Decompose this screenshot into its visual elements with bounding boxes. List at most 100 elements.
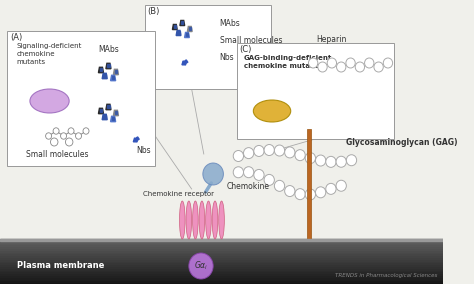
Circle shape [305, 153, 316, 164]
Circle shape [233, 167, 244, 178]
Text: Chemokine receptor: Chemokine receptor [143, 191, 214, 197]
Bar [107, 64, 109, 66]
Bar [0, 243, 443, 245]
Text: MAbs: MAbs [98, 45, 119, 53]
Bar [0, 253, 443, 255]
Bar [307, 129, 311, 239]
Ellipse shape [206, 201, 211, 239]
Bar [0, 280, 443, 282]
Bar [186, 33, 188, 36]
Text: Heparin: Heparin [316, 34, 346, 43]
Polygon shape [99, 67, 103, 73]
Circle shape [327, 58, 337, 68]
Circle shape [244, 148, 254, 159]
Bar [0, 277, 443, 279]
Bar [115, 70, 117, 72]
Bar [112, 76, 114, 79]
Circle shape [285, 147, 295, 158]
Circle shape [316, 155, 326, 166]
Polygon shape [110, 116, 116, 122]
Bar [100, 109, 102, 112]
Circle shape [346, 58, 355, 68]
Circle shape [264, 174, 274, 185]
Circle shape [274, 145, 285, 156]
Ellipse shape [30, 89, 69, 113]
Bar [115, 111, 117, 114]
Circle shape [316, 187, 326, 198]
Circle shape [233, 151, 244, 162]
Circle shape [274, 180, 285, 191]
Bar [0, 279, 443, 280]
Bar [181, 21, 183, 24]
Bar [0, 273, 443, 275]
FancyArrow shape [133, 137, 139, 142]
Text: (C): (C) [239, 45, 252, 54]
Bar [0, 250, 443, 252]
Bar [0, 282, 443, 284]
Text: GAG-binding-deficient
chemokine mutants: GAG-binding-deficient chemokine mutants [244, 55, 332, 69]
Polygon shape [184, 32, 189, 37]
Bar [0, 268, 443, 270]
Circle shape [295, 150, 305, 161]
Text: (A): (A) [10, 33, 23, 42]
Bar [100, 68, 102, 70]
Circle shape [383, 58, 392, 68]
FancyBboxPatch shape [8, 31, 155, 166]
Bar [0, 266, 443, 268]
Text: Plasma membrane: Plasma membrane [17, 262, 104, 270]
Ellipse shape [253, 100, 291, 122]
Text: Small molecules: Small molecules [26, 149, 89, 158]
Circle shape [68, 128, 74, 134]
Circle shape [336, 156, 346, 167]
Bar [0, 239, 443, 241]
Circle shape [337, 62, 346, 72]
Circle shape [365, 58, 374, 68]
Circle shape [46, 133, 52, 139]
Bar [0, 272, 443, 273]
Text: $G\alpha_i$: $G\alpha_i$ [194, 260, 208, 272]
Circle shape [75, 133, 82, 139]
Polygon shape [99, 108, 103, 114]
Circle shape [203, 163, 223, 185]
Circle shape [318, 62, 327, 72]
FancyArrow shape [182, 60, 188, 65]
Ellipse shape [186, 201, 191, 239]
Circle shape [254, 170, 264, 180]
Text: Small molecules: Small molecules [219, 36, 282, 45]
Bar [173, 25, 176, 28]
Circle shape [189, 253, 213, 279]
Bar [0, 239, 443, 241]
Polygon shape [173, 24, 177, 30]
Bar [0, 245, 443, 246]
Bar [0, 241, 443, 243]
Text: Glycosaminoglycan (GAG): Glycosaminoglycan (GAG) [346, 137, 457, 147]
Circle shape [326, 156, 336, 167]
Text: Nbs: Nbs [137, 145, 151, 154]
Text: MAbs: MAbs [219, 18, 240, 28]
Circle shape [264, 145, 274, 156]
Bar [112, 117, 114, 120]
Circle shape [50, 138, 58, 146]
Bar [107, 105, 109, 108]
Bar [0, 270, 443, 272]
Text: Nbs: Nbs [219, 53, 234, 62]
Circle shape [83, 128, 89, 134]
Circle shape [254, 145, 264, 156]
Polygon shape [110, 75, 116, 81]
Circle shape [355, 62, 365, 72]
Bar [103, 115, 106, 118]
Circle shape [305, 189, 316, 200]
Circle shape [326, 183, 336, 194]
Ellipse shape [192, 201, 198, 239]
Circle shape [346, 155, 356, 166]
Text: Chemokine: Chemokine [226, 181, 269, 191]
Circle shape [53, 128, 59, 134]
Bar [0, 264, 443, 266]
Bar [103, 74, 106, 77]
Text: (B): (B) [148, 7, 160, 16]
Polygon shape [113, 110, 118, 116]
Polygon shape [106, 63, 111, 69]
Ellipse shape [180, 201, 185, 239]
Bar [0, 246, 443, 248]
Circle shape [374, 62, 383, 72]
